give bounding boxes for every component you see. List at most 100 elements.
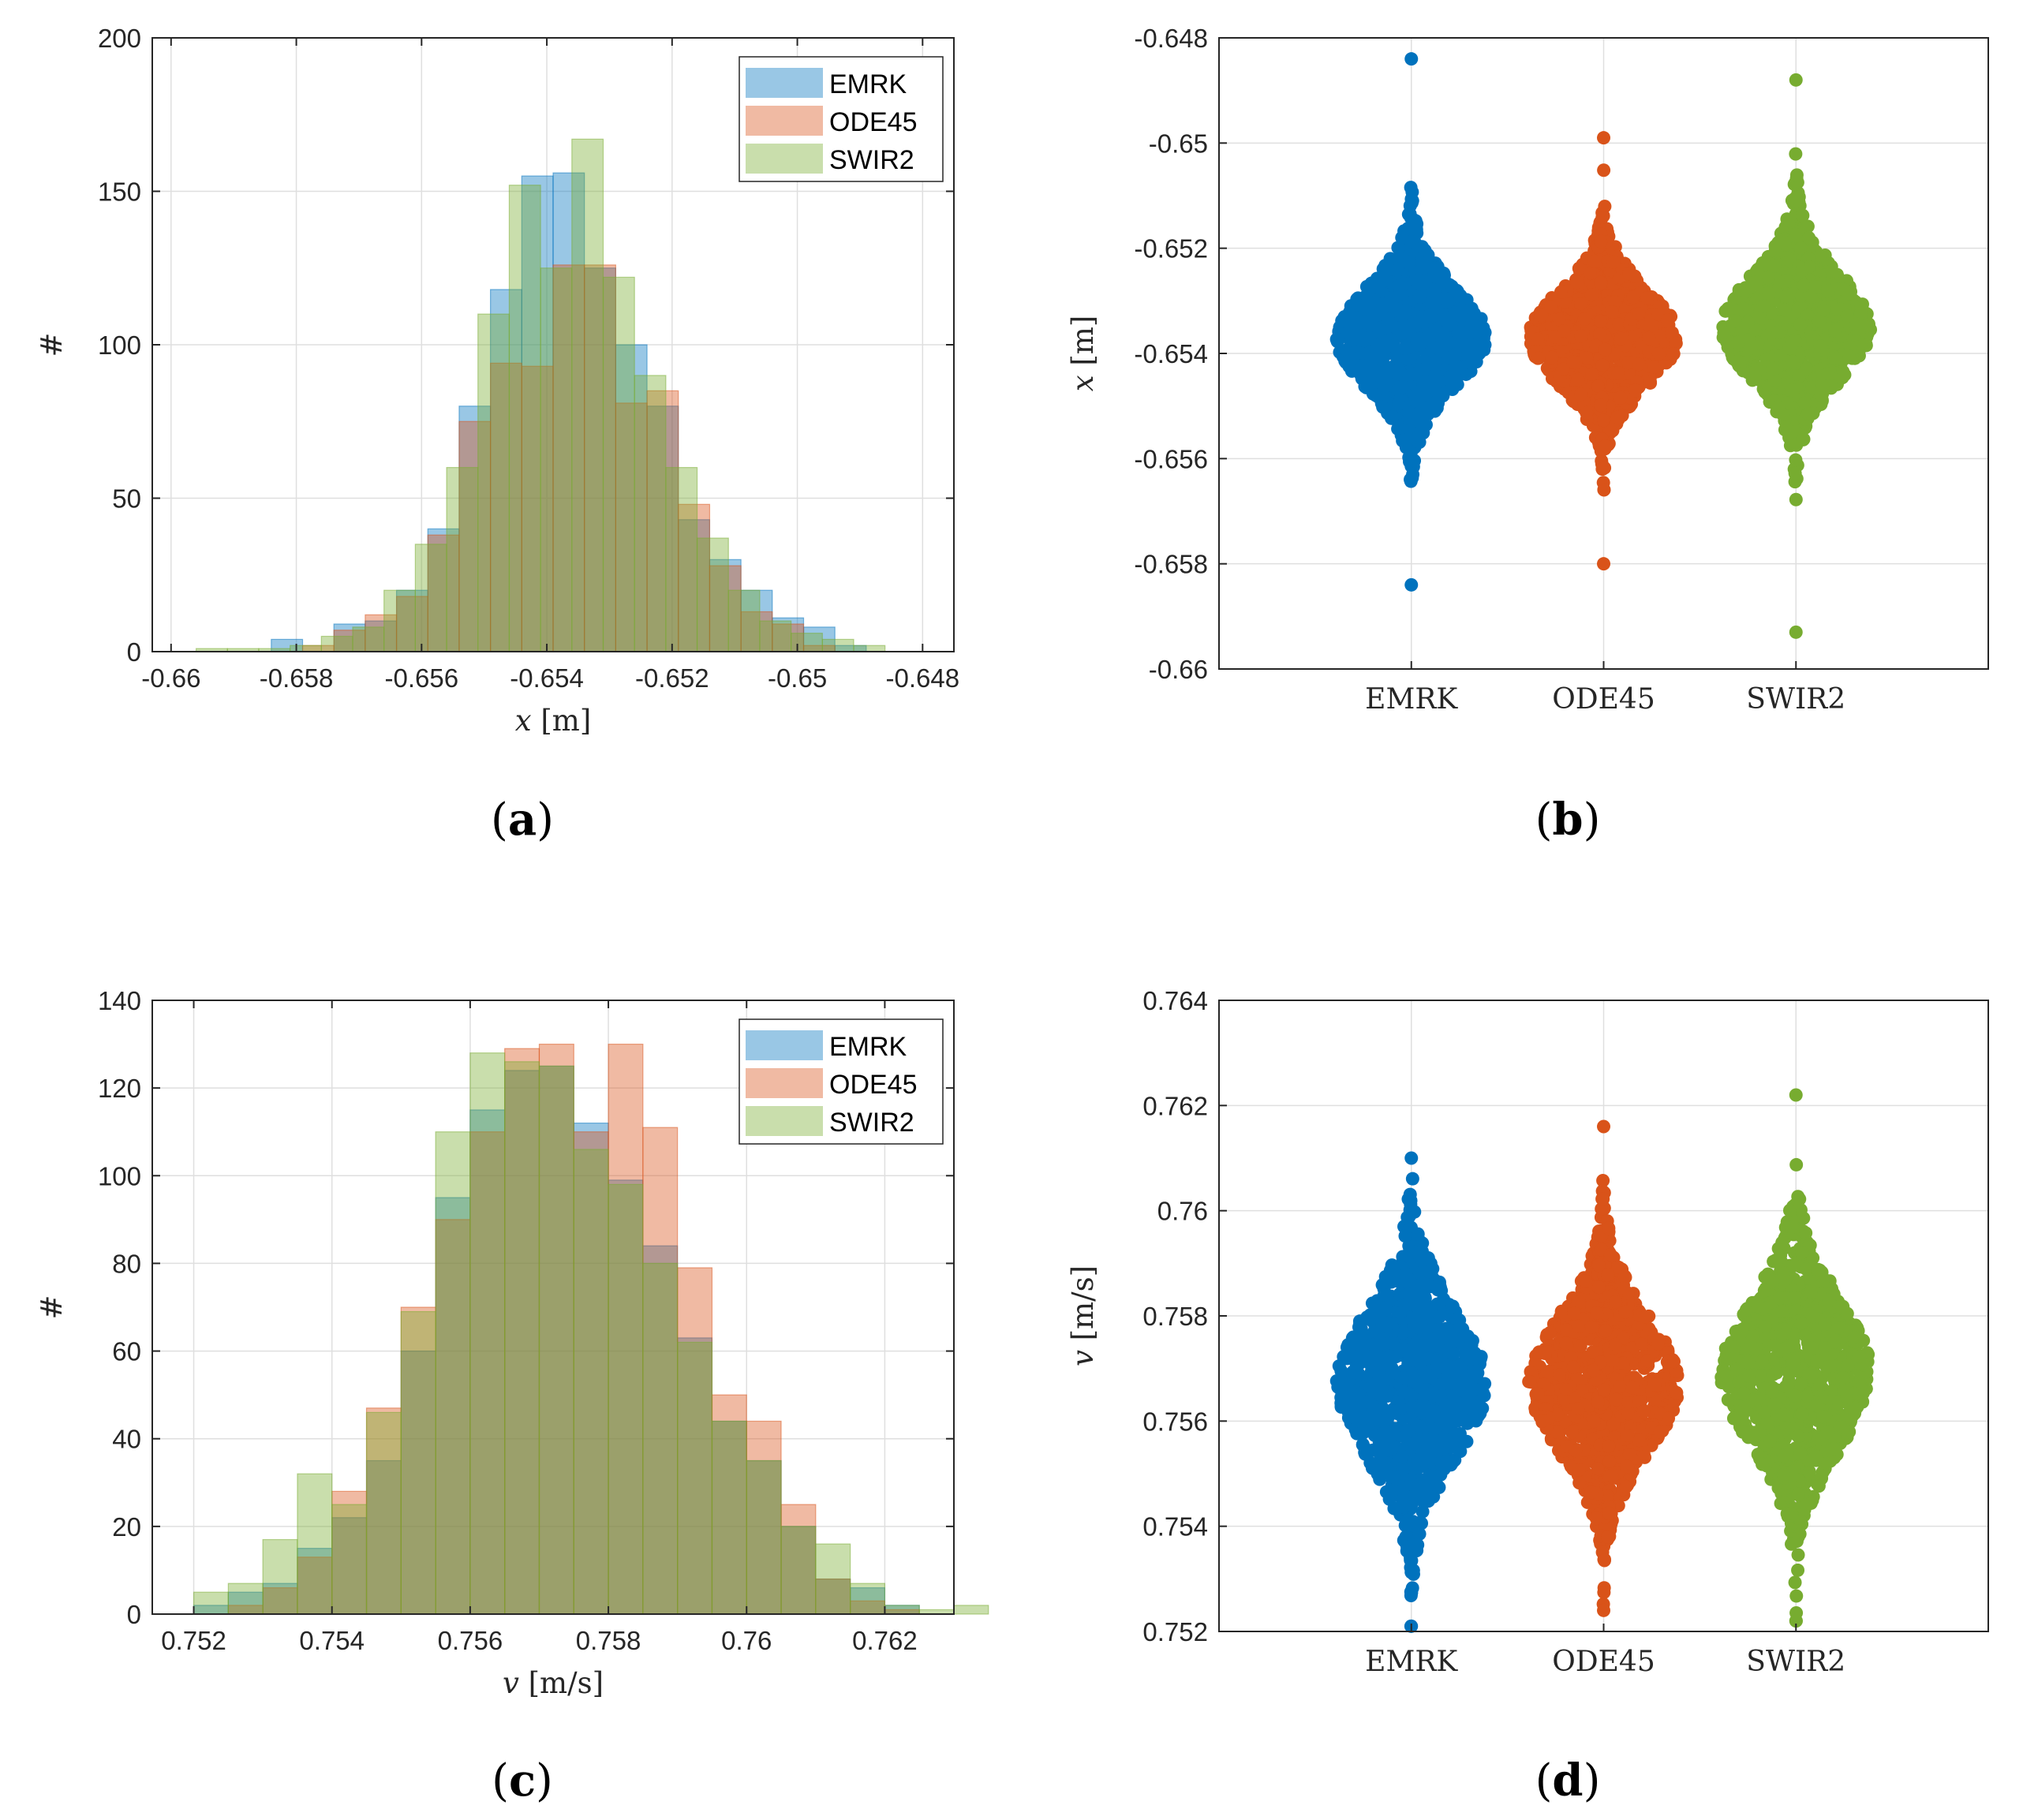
swarm-point-ode45 xyxy=(1599,342,1613,357)
swarm-point-ode45 xyxy=(1545,350,1559,364)
swarm-point-ode45 xyxy=(1597,413,1611,428)
swarm-point-ode45 xyxy=(1647,360,1662,374)
swarm-point-emrk xyxy=(1452,361,1466,375)
swarm-point-swir2 xyxy=(1768,243,1782,257)
swarm-point-swir2 xyxy=(1741,316,1755,330)
swarm-point-emrk xyxy=(1432,1389,1446,1403)
swarm-point-emrk xyxy=(1421,347,1435,361)
swarm-point-ode45 xyxy=(1597,131,1610,145)
swarm-point-emrk xyxy=(1430,1361,1445,1375)
swarm-point-emrk xyxy=(1359,380,1374,394)
swarm-point-ode45 xyxy=(1606,255,1621,269)
swarm-point-emrk xyxy=(1412,273,1426,287)
panel-a-label: (a) xyxy=(491,794,554,846)
histogram-bar-swir2 xyxy=(573,1149,609,1615)
swarm-point-ode45 xyxy=(1566,355,1580,369)
swarm-point-emrk xyxy=(1380,1424,1394,1438)
swarm-point-emrk xyxy=(1404,1553,1418,1568)
swarm-point-emrk xyxy=(1397,1385,1411,1399)
swarm-point-emrk xyxy=(1378,1287,1392,1302)
swarm-point-swir2 xyxy=(1732,282,1746,297)
histogram-bar-swir2 xyxy=(608,1183,644,1615)
swarm-point-emrk xyxy=(1385,364,1399,379)
swarm-point-emrk xyxy=(1362,282,1376,297)
swarm-point-emrk xyxy=(1364,352,1378,366)
histogram-bar-swir2 xyxy=(571,138,604,652)
histogram-bar-swir2 xyxy=(696,537,729,652)
histogram-bar-ode45 xyxy=(740,611,773,652)
histogram-position-panel: -0.66 -0.658 -0.656 -0.654 -0.652 -0.65 -0.648… xyxy=(35,24,959,738)
swarm-point-emrk xyxy=(1404,1477,1419,1491)
y-tick-label: 120 xyxy=(98,1074,141,1103)
x-tick-label: -0.65 xyxy=(768,663,827,693)
swarm-point-ode45 xyxy=(1598,461,1612,475)
histogram-bar-swir2 xyxy=(414,544,447,652)
histogram-bar-swir2 xyxy=(746,1459,782,1615)
x-axis-unit: [m/s] xyxy=(519,1666,604,1700)
swarm-point-emrk xyxy=(1337,1398,1351,1412)
swarm-point-emrk xyxy=(1339,355,1353,369)
swarm-point-emrk xyxy=(1374,1459,1389,1473)
swarm-point-emrk xyxy=(1407,1245,1421,1259)
y-tick-label: 40 xyxy=(112,1425,141,1454)
swarm-point-ode45 xyxy=(1599,439,1613,453)
swarm-point-emrk xyxy=(1409,338,1423,352)
swarm-point-emrk xyxy=(1427,1403,1441,1418)
swarm-point-emrk xyxy=(1394,1344,1408,1358)
swarm-point-emrk xyxy=(1372,1370,1386,1385)
y-axis-title: # xyxy=(35,1295,69,1319)
y-tick-label: -0.658 xyxy=(1134,550,1208,579)
swarm-point-emrk xyxy=(1469,355,1483,369)
legend-box xyxy=(739,56,944,182)
swarm-point-swir2 xyxy=(1788,466,1802,480)
swarm-point-ode45 xyxy=(1593,398,1607,413)
swarm-point-ode45 xyxy=(1544,301,1558,315)
swarm-point-emrk xyxy=(1341,346,1355,360)
histogram-bar-swir2 xyxy=(538,1065,574,1615)
swarm-point-ode45 xyxy=(1597,557,1610,571)
swarm-point-swir2 xyxy=(1794,264,1808,278)
swarm-point-emrk xyxy=(1397,1326,1411,1340)
swarm-point-swir2 xyxy=(1771,400,1786,414)
swarm-point-swir2 xyxy=(1782,341,1797,355)
histogram-bar-swir2 xyxy=(477,313,510,652)
swarm-point-swir2 xyxy=(1789,625,1803,639)
histogram-bar-emrk xyxy=(458,405,492,652)
swarm-point-swir2 xyxy=(1816,303,1830,317)
swarm-point-swir2 xyxy=(1796,208,1810,222)
swarm-point-ode45 xyxy=(1574,329,1588,343)
swarm-point-swir2 xyxy=(1789,147,1803,161)
swarm-point-ode45 xyxy=(1595,358,1610,372)
swarm-point-swir2 xyxy=(1837,282,1851,297)
swarm-point-emrk xyxy=(1430,1339,1444,1353)
swarm-point-emrk xyxy=(1382,1317,1397,1331)
swarm-point-emrk xyxy=(1351,297,1365,312)
y-tick-label: 50 xyxy=(112,484,141,514)
legend-label-swir2: SWIR2 xyxy=(829,145,914,175)
swarm-point-emrk xyxy=(1434,344,1449,358)
histogram-bar-emrk xyxy=(427,528,460,652)
swarm-ode45 xyxy=(1524,131,1683,571)
y-tick-label: 140 xyxy=(98,986,141,1015)
swarm-point-swir2 xyxy=(1838,368,1852,382)
swarm-point-emrk xyxy=(1462,1393,1476,1407)
swarm-point-swir2 xyxy=(1821,284,1835,298)
swarm-point-emrk xyxy=(1395,1449,1409,1463)
swarm-point-ode45 xyxy=(1585,367,1599,381)
swarm-point-swir2 xyxy=(1789,492,1803,506)
x-tick-label: -0.656 xyxy=(385,663,459,693)
swarm-point-swir2 xyxy=(1813,339,1827,353)
swarm-point-emrk xyxy=(1438,275,1453,289)
swarm-point-ode45 xyxy=(1574,297,1588,311)
histogram-bar-swir2 xyxy=(352,626,385,652)
swarm-point-emrk xyxy=(1438,291,1452,305)
swarm-point-swir2 xyxy=(1748,370,1762,384)
swarm-point-emrk xyxy=(1384,1443,1398,1457)
swarm-point-ode45 xyxy=(1531,351,1546,365)
swarm-point-ode45 xyxy=(1632,357,1646,372)
histogram-bar-swir2 xyxy=(780,1526,817,1615)
swarm-point-swir2 xyxy=(1789,229,1803,243)
histogram-bar-emrk xyxy=(709,559,742,652)
swarm-point-swir2 xyxy=(1799,361,1813,376)
histogram-bar-swir2 xyxy=(953,1605,989,1615)
